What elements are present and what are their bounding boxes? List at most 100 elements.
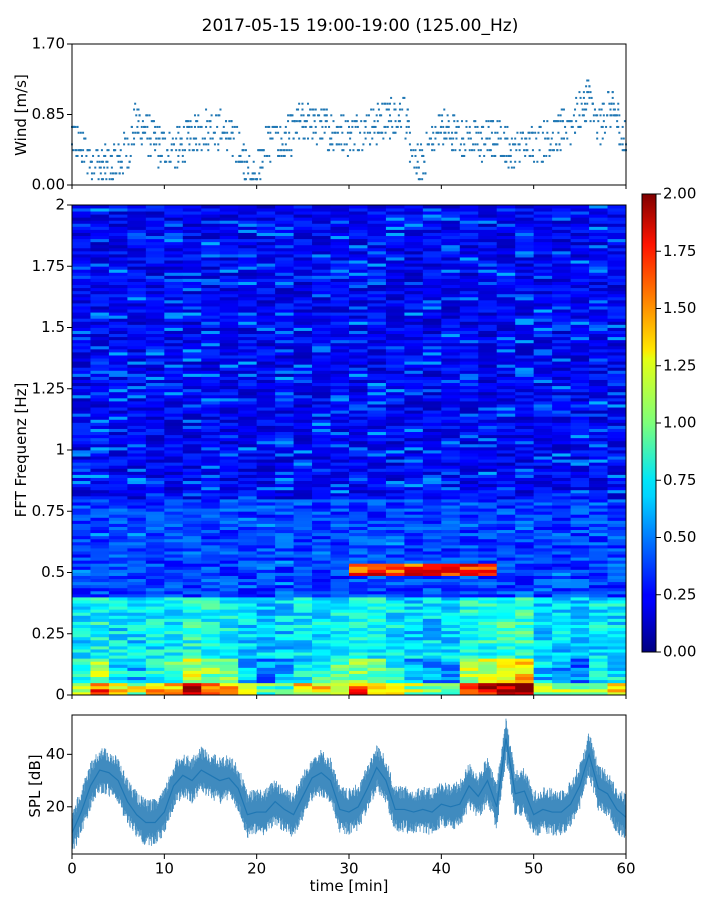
spectrogram-cell xyxy=(404,590,424,595)
spectrogram-cell xyxy=(367,373,387,377)
spectrogram-cell xyxy=(108,382,128,387)
spectrogram-cell xyxy=(164,652,184,656)
spectrogram-cell xyxy=(349,376,368,380)
wind-point xyxy=(325,108,328,111)
spectrogram-cell xyxy=(256,517,276,521)
spectrogram-cell xyxy=(201,440,221,445)
spectrogram-cell xyxy=(404,266,424,270)
spectrogram-cell xyxy=(404,235,424,240)
spectrogram-cell xyxy=(238,293,258,298)
wind-point xyxy=(565,131,568,134)
wind-point xyxy=(530,131,533,134)
spectrogram-cell xyxy=(312,459,331,463)
spectrogram-cell xyxy=(496,486,516,491)
spectrogram-cell xyxy=(238,257,258,261)
spectrogram-cell xyxy=(182,336,202,341)
spectrogram-cell xyxy=(238,505,258,509)
wind-point xyxy=(181,149,184,152)
spectrogram-cell xyxy=(127,290,147,295)
spectrogram-cell xyxy=(293,465,313,469)
wind-point xyxy=(523,149,526,152)
spectrogram-cell xyxy=(459,266,479,270)
spectrogram-cell xyxy=(238,676,258,681)
spectrogram-cell xyxy=(349,440,368,445)
spectrogram-cell xyxy=(459,566,479,570)
spectrogram-cell xyxy=(478,517,498,521)
spectrogram-cell xyxy=(293,676,313,681)
wind-point xyxy=(323,108,326,111)
spectrogram-cell xyxy=(275,486,294,491)
wind-point xyxy=(149,154,152,157)
spectrogram-cell xyxy=(385,348,405,353)
wind-point xyxy=(178,125,181,128)
spectrogram-cell xyxy=(238,633,258,638)
wind-point xyxy=(233,125,236,128)
wind-point xyxy=(186,120,189,123)
spectrogram-cell xyxy=(441,318,461,322)
spectrogram-cell xyxy=(459,486,479,491)
spectrogram-cell xyxy=(312,260,331,264)
spectrogram-cell xyxy=(404,443,424,448)
spectrogram-cell xyxy=(459,410,479,414)
spectrogram-cell xyxy=(219,250,239,255)
wind-point xyxy=(506,125,509,128)
spectrogram-cell xyxy=(385,394,405,399)
spectrogram-cell xyxy=(349,410,368,414)
spectrogram-cell xyxy=(496,636,516,641)
spectrogram-cell xyxy=(182,229,202,233)
spectrogram-cell xyxy=(422,511,442,515)
spectrogram-cell xyxy=(72,244,91,249)
spectrogram-cell xyxy=(275,348,294,353)
spectrogram-cell xyxy=(496,646,516,650)
wind-point xyxy=(312,131,315,134)
spectrogram-cell xyxy=(219,284,239,289)
spectrogram-cell xyxy=(219,263,239,267)
wind-point xyxy=(284,143,287,146)
spectrogram-cell xyxy=(201,486,221,491)
spectrogram-cell xyxy=(238,330,258,335)
wind-point xyxy=(144,131,147,134)
spectrogram-cell xyxy=(164,679,184,684)
spectrogram-cell xyxy=(441,569,461,573)
spectrogram-cell xyxy=(515,505,535,509)
spectrogram-cell xyxy=(90,272,110,276)
spectrogram-cell xyxy=(385,548,405,552)
spectrogram-cell xyxy=(256,511,276,515)
spectrogram-cell xyxy=(108,275,128,279)
spectrogram-cell xyxy=(256,416,276,420)
spectrogram-cell xyxy=(145,636,165,641)
spectrogram-cell xyxy=(164,642,184,647)
spectrogram-cell xyxy=(90,688,110,693)
wind-point xyxy=(80,160,83,163)
spectrogram-cell xyxy=(182,450,202,454)
spectrogram-cell xyxy=(422,333,442,338)
spectrogram-cell xyxy=(164,621,184,625)
wind-point xyxy=(94,166,97,169)
spectrogram-cell xyxy=(441,529,461,534)
spectrogram-cell xyxy=(164,682,184,687)
spectrogram-cell xyxy=(108,373,128,377)
spectrogram-cell xyxy=(256,682,276,687)
spectrogram-cell xyxy=(145,263,165,267)
wind-point xyxy=(575,120,578,123)
spectrogram-cell xyxy=(478,584,498,589)
spectrogram-cell xyxy=(459,238,479,243)
spectrogram-cell xyxy=(127,483,147,488)
wind-point xyxy=(133,143,136,146)
spectrogram-cell xyxy=(496,364,516,368)
spectrogram-cell xyxy=(72,440,91,445)
spectrogram-cell xyxy=(256,272,276,276)
spectrogram-cell xyxy=(293,416,313,420)
spectrogram-cell xyxy=(201,306,221,310)
spectrogram-cell xyxy=(145,624,165,629)
spectrogram-cell xyxy=(182,407,202,411)
spectrogram-cell xyxy=(256,205,276,209)
spectrogram-cell xyxy=(72,272,91,276)
spectrogram-cell xyxy=(312,685,331,690)
spectrogram-cell xyxy=(256,385,276,390)
spectrogram-cell xyxy=(312,223,331,227)
spectrogram-cell xyxy=(293,621,313,625)
spectrogram-cell xyxy=(349,593,368,598)
wind-point xyxy=(380,131,383,134)
wind-point xyxy=(120,160,123,163)
